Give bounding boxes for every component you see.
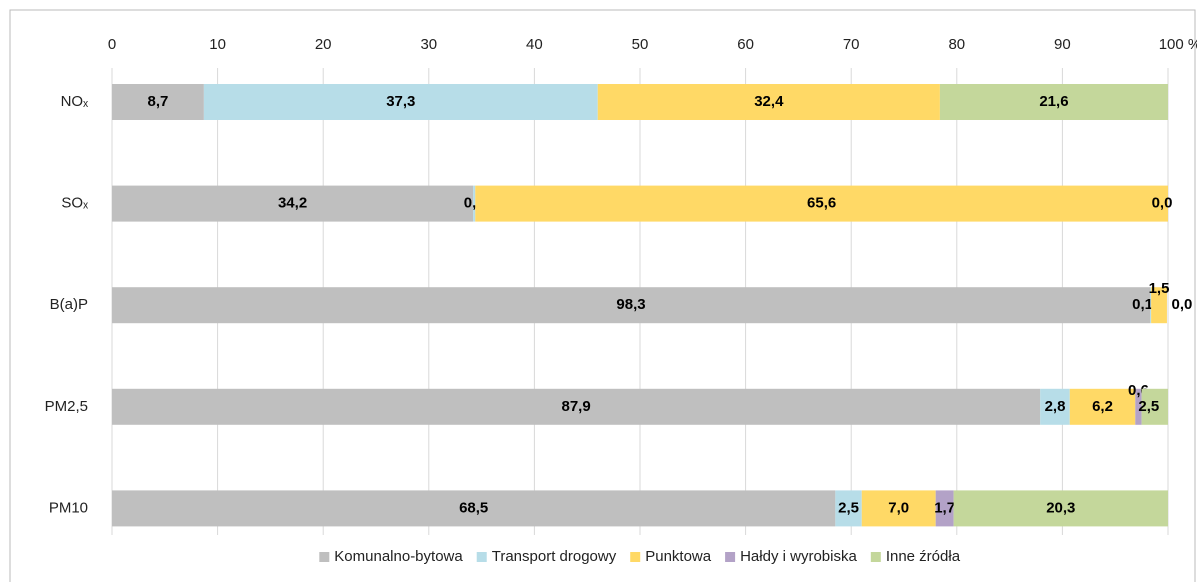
legend-swatch [870,552,881,562]
bar-segment [939,84,1168,120]
bar-segment [953,490,1168,527]
data-label: 20,3 [1046,499,1075,516]
data-label: 2,8 [1045,398,1066,415]
bar-segment [1135,388,1142,425]
data-label: 7,0 [888,499,909,516]
x-tick-label: 10 [209,36,226,53]
x-tick-label: 20 [315,36,332,53]
legend-swatch [476,552,487,562]
bar-segment [475,185,1168,222]
legend-swatch [630,552,641,562]
bar-segment [112,490,836,527]
x-tick-label: 40 [526,36,543,53]
data-label: 0,0 [1172,296,1193,313]
x-tick-label: 70 [843,36,860,53]
data-label: 21,6 [1039,93,1068,110]
x-tick-label: 80 [948,36,965,53]
y-tick-label: NOₓ [61,93,89,110]
data-label: 2,5 [838,499,859,516]
data-label: 0,0 [1152,195,1173,212]
data-label: 0,1 [1132,296,1153,313]
x-tick-label: 30 [420,36,437,53]
y-tick-label: SOₓ [61,195,88,212]
y-tick-label: B(a)P [50,296,88,313]
bar-segment [203,84,598,120]
data-label: 34,2 [278,195,307,212]
data-label: 2,5 [1138,398,1159,415]
legend: Komunalno-bytowa Transport drogowy Punktow… [319,548,961,565]
data-label: 6,2 [1092,398,1113,415]
legend-swatch [725,552,736,562]
data-label: 68,5 [459,499,488,516]
bar-segment [935,490,954,527]
data-label: 98,3 [616,296,645,313]
y-tick-label: PM10 [49,499,88,516]
bar-segment [112,84,204,120]
bar-segment [112,287,1151,324]
data-label: 32,4 [754,93,784,110]
data-label: 37,3 [386,93,415,110]
legend-swatch [319,552,330,562]
bar-segment [1151,287,1167,324]
data-label: 8,7 [148,93,169,110]
legend-label: Inne źródła [886,548,961,565]
legend-label: Komunalno-bytowa [334,548,463,565]
bar-segment [835,490,862,527]
bar-segment [1141,388,1168,425]
y-tick-label: PM2,5 [45,398,88,415]
data-label: 1,7 [934,499,955,516]
legend-label: Hałdy i wyrobiska [740,548,857,565]
x-tick-label: 90 [1054,36,1071,53]
bar-segment [597,84,940,120]
data-label: 65,6 [807,195,836,212]
x-tick-label: 60 [737,36,754,53]
bar-segment [1150,287,1152,324]
bar-segment [1040,388,1070,425]
bar-segment [473,185,476,222]
bar-segment [861,490,936,527]
legend-label: Punktowa [645,548,712,565]
legend-label: Transport drogowy [492,548,617,565]
bar-segment [1069,388,1136,425]
bar-segment [112,388,1041,425]
data-label: 1,5 [1149,280,1170,297]
x-tick-label: 50 [632,36,649,53]
data-label: 87,9 [562,398,591,415]
bar-segment [112,185,474,222]
x-tick-label: 100 % [1159,36,1197,53]
x-tick-label: 0 [108,36,116,53]
